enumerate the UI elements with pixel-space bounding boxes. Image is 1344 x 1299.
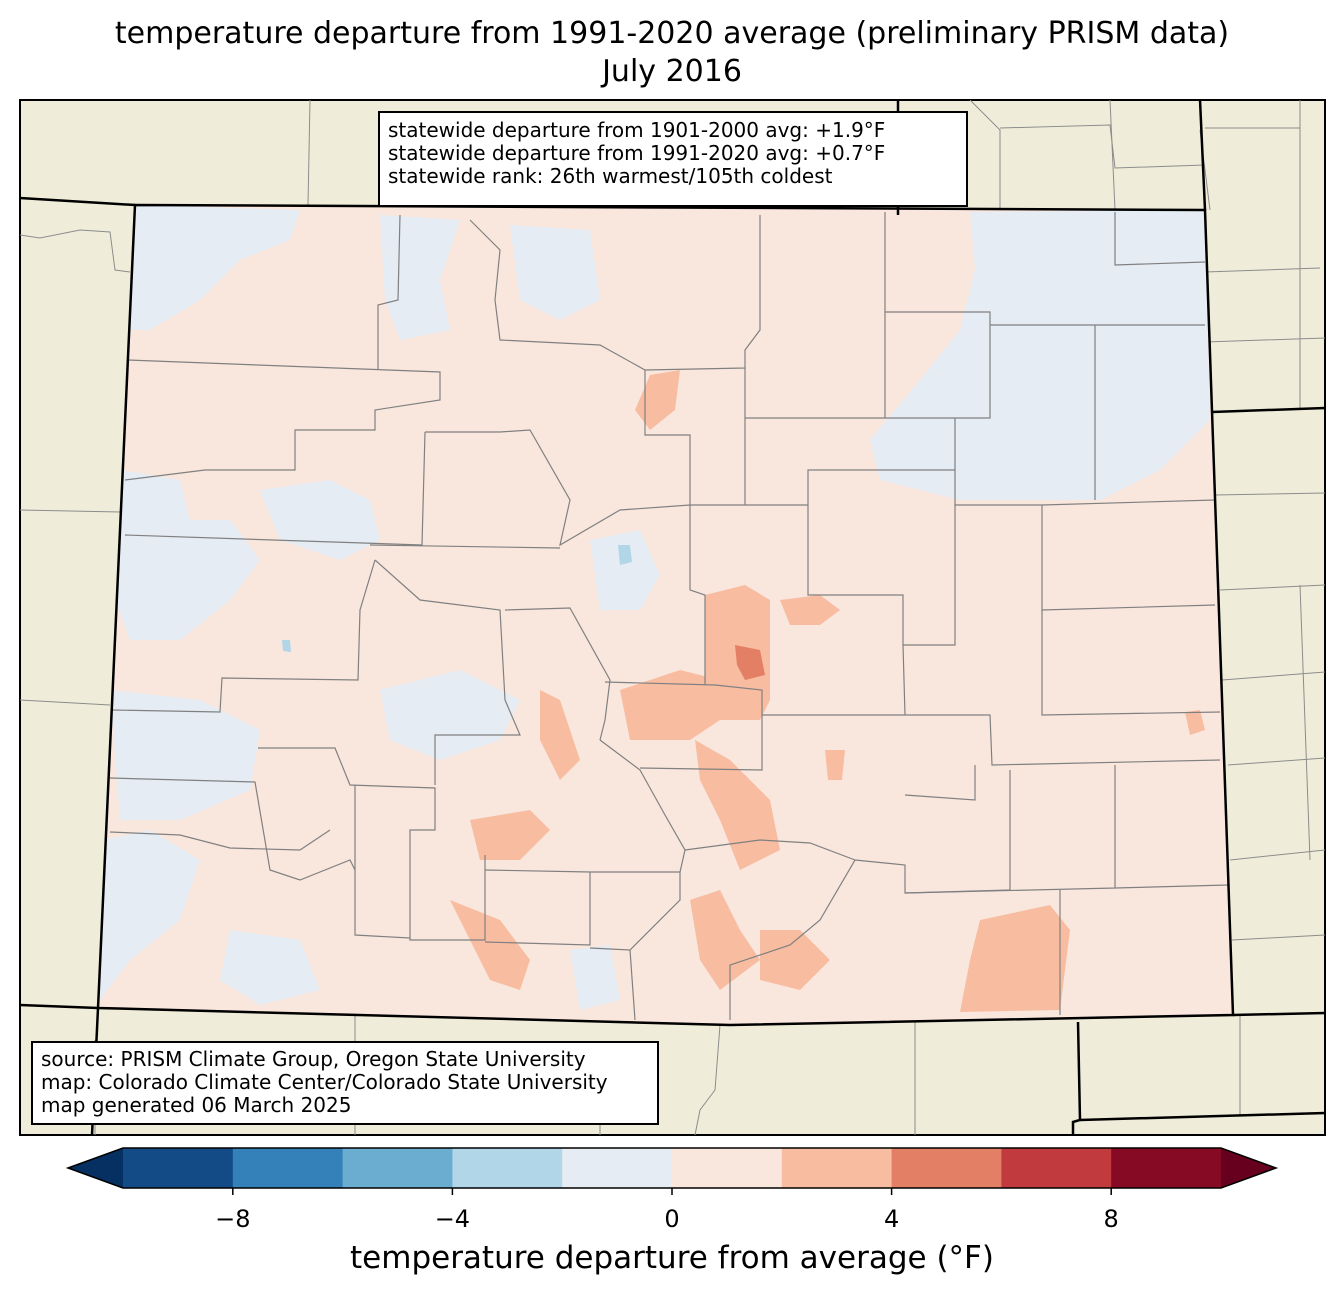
- colorbar-bin: [672, 1148, 783, 1188]
- colorbar-tick-label: −8: [215, 1205, 251, 1233]
- colorbar-bin: [781, 1148, 893, 1188]
- colorbar-tick-label: 4: [883, 1205, 900, 1233]
- colorbar-extend-high: [1221, 1148, 1276, 1188]
- colorbar-tick-label: 8: [1103, 1205, 1119, 1233]
- colorbar-extend-low: [68, 1148, 123, 1188]
- colorbar-bin: [1111, 1148, 1222, 1188]
- anomaly-field: [98, 205, 1233, 1025]
- map-title: temperature departure from 1991-2020 ave…: [114, 16, 1230, 51]
- statewide-stats-box: statewide departure from 1901-2000 avg: …: [378, 111, 968, 207]
- source-box: source: PRISM Climate Group, Oregon Stat…: [31, 1041, 659, 1125]
- colorbar-bin: [452, 1148, 563, 1188]
- colorbar-outline: [65, 1147, 1279, 1189]
- colorbar-bin: [342, 1148, 453, 1188]
- source-line: source: PRISM Climate Group, Oregon Stat…: [41, 1047, 586, 1071]
- colorbar-bin: [891, 1148, 1002, 1188]
- colorbar-bin: [123, 1148, 234, 1188]
- county-lines: [109, 212, 1229, 1021]
- map-credit-line: map: Colorado Climate Center/Colorado St…: [41, 1070, 608, 1094]
- generated-date-line: map generated 06 March 2025: [41, 1093, 352, 1117]
- stat-departure-1901-2000: statewide departure from 1901-2000 avg: …: [388, 118, 886, 142]
- colorbar-bin: [1001, 1148, 1112, 1188]
- colorbar: [65, 1147, 1279, 1195]
- colorbar-bin: [232, 1148, 344, 1188]
- colorbar-bin: [562, 1148, 673, 1188]
- colorbar-tick-label: −4: [434, 1205, 471, 1233]
- map-subtitle-date: July 2016: [602, 54, 742, 89]
- stat-departure-1991-2020: statewide departure from 1991-2020 avg: …: [388, 141, 886, 165]
- colorbar-tick-label: 0: [664, 1205, 680, 1233]
- stat-rank: statewide rank: 26th warmest/105th colde…: [388, 164, 833, 188]
- colorbar-label: temperature departure from average (°F): [350, 1240, 994, 1276]
